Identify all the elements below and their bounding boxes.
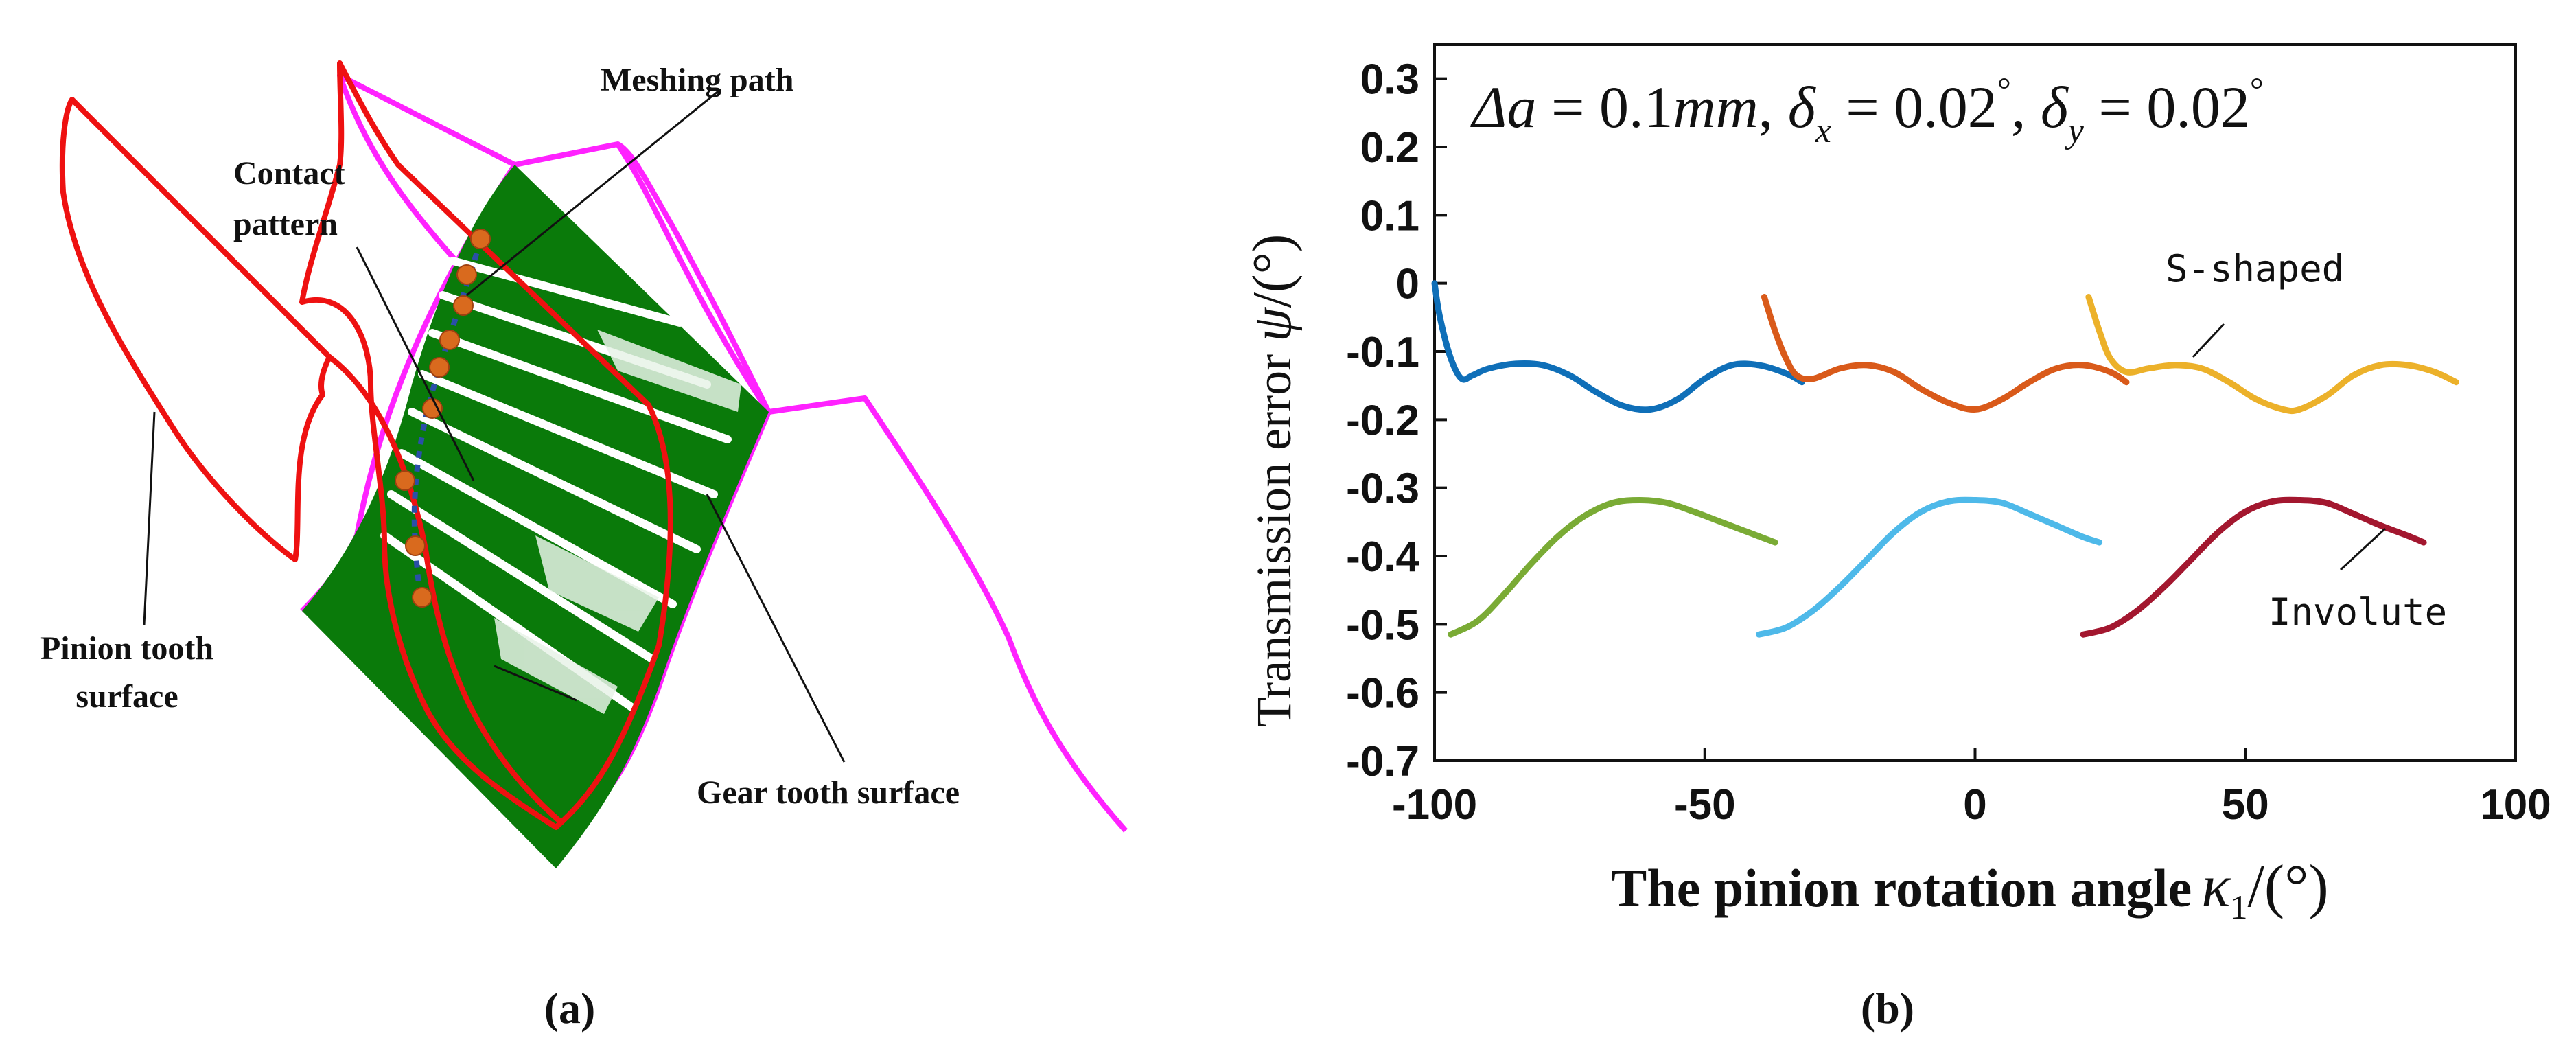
y-axis: 0.3 0.2 0.1 0 -0.1 -0.2 -0.3 -0.4 -0.5 -0.6 -0.7 [1346,56,1447,785]
meshing-point [453,295,474,316]
panel-b-transmission-error-chart: 0.3 0.2 0.1 0 -0.1 -0.2 -0.3 -0.4 -0.5 -0.6 -0.7 -… [1242,43,2551,1033]
x-axis-label: The pinion rotation angle κ1/(°) [1611,853,2328,926]
y-axis-label: Transmission error ψ/(°) [1242,234,1303,728]
series-line-involute-1 [1448,497,1778,638]
meshing-point [470,229,491,249]
meshing-point [429,357,450,378]
caption-a: (a) [544,984,596,1033]
series-line-involute-3 [2080,496,2427,638]
x-tick-label: -100 [1392,781,1477,829]
y-tick-label: 0.1 [1360,192,1419,240]
series-layer [1431,280,2459,638]
y-tick-label: -0.2 [1346,397,1419,444]
x-tick-label: 50 [2222,781,2269,829]
y-tick-label: -0.6 [1346,670,1419,717]
series-line-s-shaped-2 [1761,294,2130,413]
caption-b: (b) [1861,984,1914,1033]
y-tick-label: -0.3 [1346,465,1419,513]
meshing-point [439,330,460,350]
meshing-point [405,535,426,556]
label-s-shaped: S-shaped [2166,247,2344,290]
meshing-point [412,587,432,608]
y-tick-label: -0.4 [1346,533,1419,581]
leader-s-shaped [2192,323,2225,358]
label-involute: Involute [2268,590,2447,634]
leader-involute [2339,527,2387,571]
pinion-tooth-outline [59,60,673,830]
meshing-point [456,264,477,285]
x-tick-label: -50 [1674,781,1736,829]
meshing-path [395,229,491,608]
meshing-point [422,398,443,419]
label-pinion-tooth-line1: Pinion tooth [40,630,213,667]
y-tick-label: -0.1 [1346,329,1419,376]
y-tick-label: 0.2 [1360,124,1419,172]
label-contact-pattern-line2: pattern [233,206,338,242]
x-axis: -100 -50 0 50 100 [1392,748,2551,829]
label-meshing-path: Meshing path [601,62,793,98]
label-pinion-tooth-line2: surface [76,678,178,715]
x-tick-label: 100 [2480,781,2551,829]
series-line-s-shaped-3 [2085,294,2459,415]
label-gear-tooth-surface: Gear tooth surface [697,774,960,811]
label-contact-pattern-line1: Contact [233,155,345,192]
plot-frame [1433,43,2517,762]
y-tick-label: -0.5 [1346,601,1419,649]
x-tick-label: 0 [1963,781,1986,829]
leader-lines [143,88,846,763]
series-line-involute-2 [1756,496,2103,638]
y-tick-label: 0.3 [1360,56,1419,104]
y-tick-label: 0 [1396,261,1419,308]
panel-a-tooth-contact-diagram: Meshing path Contact pattern Pinion toot… [40,60,1128,1033]
meshing-point [395,470,415,491]
chart-annotation: Δa = 0.1mm, δx = 0.02°, δy = 0.02° [1470,70,2264,150]
y-tick-label: -0.7 [1346,738,1419,785]
series-line-s-shaped-1 [1431,280,1805,413]
